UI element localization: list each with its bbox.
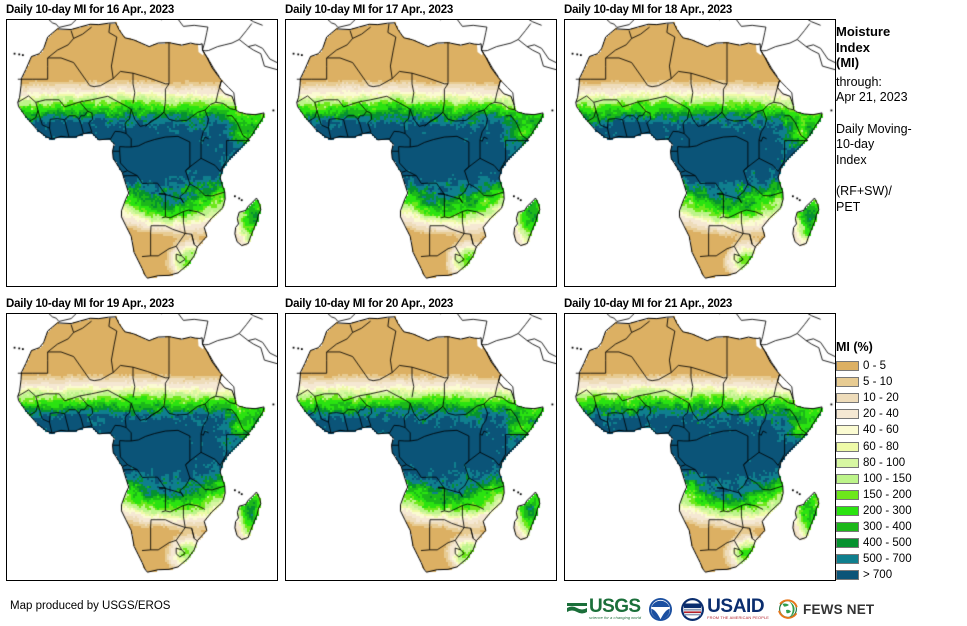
legend-swatch xyxy=(836,489,859,500)
info-column: Moisture Index (MI) through: Apr 21, 202… xyxy=(836,24,964,215)
legend-label: 10 - 20 xyxy=(863,392,899,405)
map-canvas-frame xyxy=(285,313,557,581)
legend-label: 500 - 700 xyxy=(863,553,912,566)
legend-row: 300 - 400 xyxy=(836,519,964,535)
map-canvas-frame xyxy=(285,19,557,287)
through-date: Apr 21, 2023 xyxy=(836,90,908,104)
map-panel: Daily 10-day MI for 20 Apr., 2023 xyxy=(285,298,557,581)
legend-label: 300 - 400 xyxy=(863,520,912,533)
usgs-logo: USGS science for a changing world xyxy=(566,595,641,623)
legend-row: 500 - 700 xyxy=(836,551,964,567)
legend-swatch xyxy=(836,538,859,549)
moisture-index-title: Moisture Index (MI) xyxy=(836,24,964,71)
legend-label: 150 - 200 xyxy=(863,488,912,501)
legend-row: 40 - 60 xyxy=(836,422,964,438)
method-line-3: Index xyxy=(836,152,867,167)
map-panel-title: Daily 10-day MI for 19 Apr., 2023 xyxy=(6,298,175,310)
legend-swatch xyxy=(836,570,859,581)
africa-mi-map xyxy=(286,314,556,580)
map-panel: Daily 10-day MI for 21 Apr., 2023 xyxy=(564,298,836,581)
legend-row: 200 - 300 xyxy=(836,503,964,519)
legend-row: 5 - 10 xyxy=(836,374,964,390)
map-panel: Daily 10-day MI for 16 Apr., 2023 xyxy=(6,4,278,287)
agency-logo-row: USGS science for a changing world xyxy=(566,594,881,624)
legend-title: MI (%) xyxy=(836,340,873,354)
usgs-tagline: science for a changing world xyxy=(589,615,642,620)
usgs-wave-icon xyxy=(567,603,587,614)
usaid-wordmark: USAID xyxy=(707,596,765,617)
map-panel-title: Daily 10-day MI for 18 Apr., 2023 xyxy=(564,4,733,16)
map-panel: Daily 10-day MI for 17 Apr., 2023 xyxy=(285,4,557,287)
legend-row: 0 - 5 xyxy=(836,358,964,374)
fews-net-wordmark: FEWS NET xyxy=(803,601,875,617)
usgs-wordmark: USGS xyxy=(589,596,641,617)
noaa-logo xyxy=(648,595,673,623)
africa-mi-map xyxy=(565,314,835,580)
formula-line-2: PET xyxy=(836,199,861,214)
formula-line-1: (RF+SW)/ xyxy=(836,184,892,198)
africa-mi-map xyxy=(7,314,277,580)
legend-row: 150 - 200 xyxy=(836,487,964,503)
legend-class-list: 0 - 5 5 - 10 10 - 20 20 - 40 40 - 60 60 - 80 8… xyxy=(836,358,964,583)
legend-label: 400 - 500 xyxy=(863,537,912,550)
map-canvas-frame xyxy=(564,19,836,287)
usaid-seal-icon xyxy=(681,597,705,621)
legend-label: > 700 xyxy=(863,569,893,582)
legend-row: 400 - 500 xyxy=(836,535,964,551)
legend-swatch xyxy=(836,473,859,484)
title-line-1: Moisture xyxy=(836,24,891,39)
africa-mi-map xyxy=(565,20,835,286)
usaid-tagline: FROM THE AMERICAN PEOPLE xyxy=(707,615,770,620)
title-line-3: (MI) xyxy=(836,55,860,70)
legend-label: 100 - 150 xyxy=(863,472,912,485)
legend-swatch xyxy=(836,505,859,516)
legend-swatch xyxy=(836,441,859,452)
legend-swatch xyxy=(836,425,859,436)
map-canvas-frame xyxy=(564,313,836,581)
legend-swatch xyxy=(836,457,859,468)
legend-label: 200 - 300 xyxy=(863,504,912,517)
map-panel-title: Daily 10-day MI for 21 Apr., 2023 xyxy=(564,298,733,310)
map-panel-title: Daily 10-day MI for 16 Apr., 2023 xyxy=(6,4,175,16)
legend-row: 60 - 80 xyxy=(836,438,964,454)
map-credit: Map produced by USGS/EROS xyxy=(10,600,171,612)
legend-swatch xyxy=(836,393,859,404)
map-panel: Daily 10-day MI for 18 Apr., 2023 xyxy=(564,4,836,287)
legend-label: 0 - 5 xyxy=(863,360,887,373)
africa-mi-map xyxy=(286,20,556,286)
fews-net-logo: FEWS NET xyxy=(776,595,874,623)
map-canvas-frame xyxy=(6,313,278,581)
map-canvas-frame xyxy=(6,19,278,287)
legend-row: 80 - 100 xyxy=(836,455,964,471)
legend-label: 20 - 40 xyxy=(863,408,899,421)
legend-row: > 700 xyxy=(836,567,964,583)
legend: MI (%) 0 - 5 5 - 10 10 - 20 20 - 40 40 - 60 6… xyxy=(836,340,964,583)
legend-row: 10 - 20 xyxy=(836,390,964,406)
legend-label: 60 - 80 xyxy=(863,440,899,453)
method-line-2: 10-day xyxy=(836,137,875,151)
title-line-2: Index xyxy=(836,39,870,55)
africa-mi-map xyxy=(7,20,277,286)
map-panel-title: Daily 10-day MI for 20 Apr., 2023 xyxy=(285,298,454,310)
legend-label: 40 - 60 xyxy=(863,424,899,437)
legend-row: 100 - 150 xyxy=(836,471,964,487)
legend-swatch xyxy=(836,377,859,388)
legend-label: 5 - 10 xyxy=(863,376,893,389)
fews-globe-icon xyxy=(778,599,798,619)
legend-label: 80 - 100 xyxy=(863,456,906,469)
legend-row: 20 - 40 xyxy=(836,406,964,422)
legend-swatch xyxy=(836,361,859,372)
through-label: through: xyxy=(836,74,882,89)
usaid-logo: USAID FROM THE AMERICAN PEOPLE xyxy=(680,595,769,623)
map-panel-title: Daily 10-day MI for 17 Apr., 2023 xyxy=(285,4,454,16)
map-panel: Daily 10-day MI for 19 Apr., 2023 xyxy=(6,298,278,581)
method-line-1: Daily Moving- xyxy=(836,121,912,136)
noaa-seal-icon xyxy=(649,597,673,621)
legend-swatch xyxy=(836,554,859,565)
legend-swatch xyxy=(836,521,859,532)
legend-swatch xyxy=(836,409,859,420)
